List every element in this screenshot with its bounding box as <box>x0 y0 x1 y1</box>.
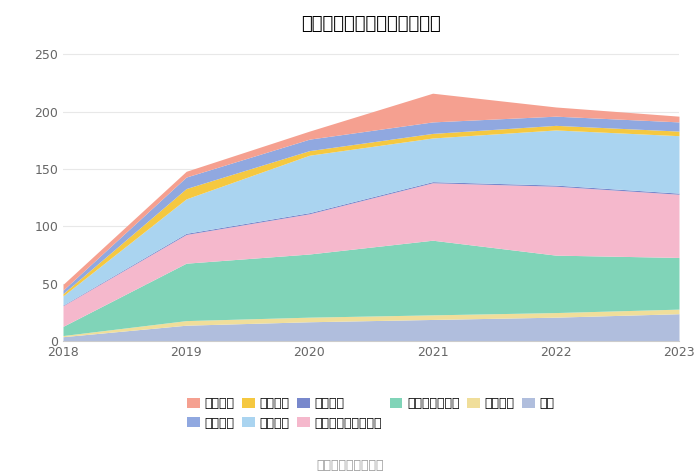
Text: 数据来源：恒生聚源: 数据来源：恒生聚源 <box>316 459 384 472</box>
Title: 历年主要负债堆积图（亿元）: 历年主要负债堆积图（亿元） <box>301 15 441 33</box>
Legend: 短期借款, 拆入资金, 应收票据, 应付账款, 预收款项, 卖出回购金融资产款, 代理买卖证券款, 应付债券, 其它: 短期借款, 拆入资金, 应收票据, 应付账款, 预收款项, 卖出回购金融资产款,… <box>182 392 560 435</box>
